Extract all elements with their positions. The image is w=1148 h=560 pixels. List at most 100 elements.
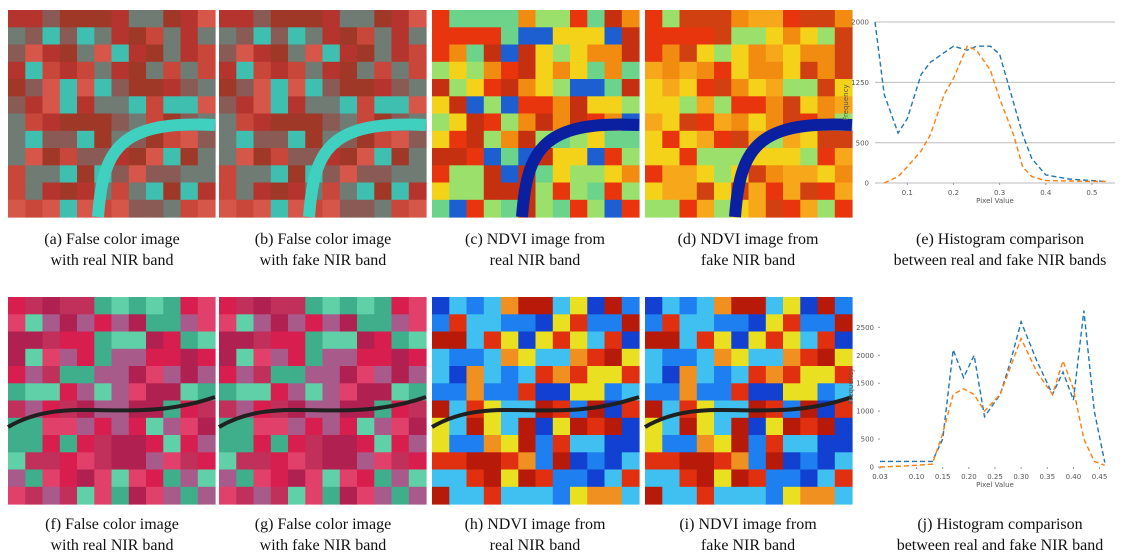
image-patch — [501, 349, 519, 367]
image-patch — [288, 148, 306, 166]
image-patch — [622, 131, 640, 149]
image-patch — [766, 435, 784, 453]
image-patch — [800, 27, 818, 45]
image-patch — [645, 183, 663, 201]
image-patch — [501, 418, 519, 436]
image-patch — [645, 349, 663, 367]
histogram-line — [880, 311, 1105, 463]
image-patch — [432, 114, 450, 132]
image-patch — [236, 10, 254, 28]
image-patch — [112, 62, 130, 80]
image-patch — [25, 366, 43, 384]
image-patch — [731, 62, 749, 80]
image-patch — [25, 200, 43, 218]
image-patch — [254, 183, 272, 201]
image-patch — [129, 27, 147, 45]
image-patch — [553, 148, 571, 166]
image-patch — [818, 487, 836, 505]
image-patch — [835, 183, 853, 201]
image-panel — [432, 10, 640, 218]
image-patch — [288, 435, 306, 453]
image-patch — [680, 165, 698, 183]
image-patch — [219, 45, 237, 63]
image-patch — [731, 349, 749, 367]
image-patch — [714, 383, 732, 401]
image-patch — [645, 470, 663, 488]
image-patch — [518, 96, 536, 114]
image-patch — [357, 79, 375, 97]
image-patch — [553, 96, 571, 114]
image-patch — [112, 45, 130, 63]
image-patch — [340, 183, 358, 201]
image-patch — [254, 10, 272, 28]
image-patch — [340, 470, 358, 488]
image-patch — [680, 148, 698, 166]
image-patch — [198, 332, 216, 350]
image-patch — [645, 10, 663, 28]
image-patch — [714, 200, 732, 218]
image-patch — [432, 131, 450, 149]
image-patch — [94, 62, 112, 80]
image-patch — [181, 183, 199, 201]
image-patch — [570, 383, 588, 401]
image-patch — [587, 200, 605, 218]
image-patch — [766, 148, 784, 166]
image-patch — [622, 200, 640, 218]
image-patch — [553, 297, 571, 315]
image-patch — [536, 297, 554, 315]
x-tick-label: 0.40 — [1066, 473, 1082, 481]
y-tick-label: 500 — [856, 139, 869, 147]
image-patch — [25, 435, 43, 453]
x-tick-label: 0.5 — [1086, 189, 1097, 197]
image-patch — [800, 314, 818, 332]
image-patch — [181, 470, 199, 488]
x-tick-label: 0.4 — [1040, 189, 1052, 197]
image-patch — [570, 487, 588, 505]
image-patch — [484, 79, 502, 97]
image-patch — [254, 165, 272, 183]
image-patch — [129, 452, 147, 470]
image-patch — [8, 114, 26, 132]
image-patch — [25, 10, 43, 28]
image-patch — [94, 131, 112, 149]
image-patch — [467, 131, 485, 149]
image-patch — [181, 366, 199, 384]
image-patch — [357, 200, 375, 218]
image-patch — [392, 349, 410, 367]
image-patch — [432, 401, 450, 419]
image-patch — [467, 349, 485, 367]
image-patch — [8, 183, 26, 201]
image-patch — [43, 131, 61, 149]
x-tick-label: 0.45 — [1092, 473, 1108, 481]
image-patch — [288, 165, 306, 183]
image-patch — [467, 314, 485, 332]
image-patch — [536, 366, 554, 384]
image-patch — [449, 487, 467, 505]
image-patch — [112, 114, 130, 132]
image-patch — [783, 10, 801, 28]
image-patch — [181, 45, 199, 63]
image-patch — [8, 487, 26, 505]
image-patch — [605, 435, 623, 453]
image-patch — [662, 470, 680, 488]
image-patch — [501, 96, 519, 114]
image-patch — [198, 148, 216, 166]
image-patch — [60, 349, 78, 367]
image-patch — [181, 165, 199, 183]
image-patch — [77, 452, 95, 470]
image-patch — [392, 487, 410, 505]
image-patch — [553, 10, 571, 28]
image-patch — [60, 200, 78, 218]
y-tick-label: 2500 — [856, 324, 874, 332]
image-patch — [766, 297, 784, 315]
image-patch — [357, 332, 375, 350]
image-patch — [467, 165, 485, 183]
image-patch — [254, 114, 272, 132]
image-patch — [374, 183, 392, 201]
image-patch — [749, 332, 767, 350]
image-patch — [645, 165, 663, 183]
image-patch — [77, 418, 95, 436]
image-patch — [60, 314, 78, 332]
image-patch — [484, 452, 502, 470]
image-patch — [374, 148, 392, 166]
